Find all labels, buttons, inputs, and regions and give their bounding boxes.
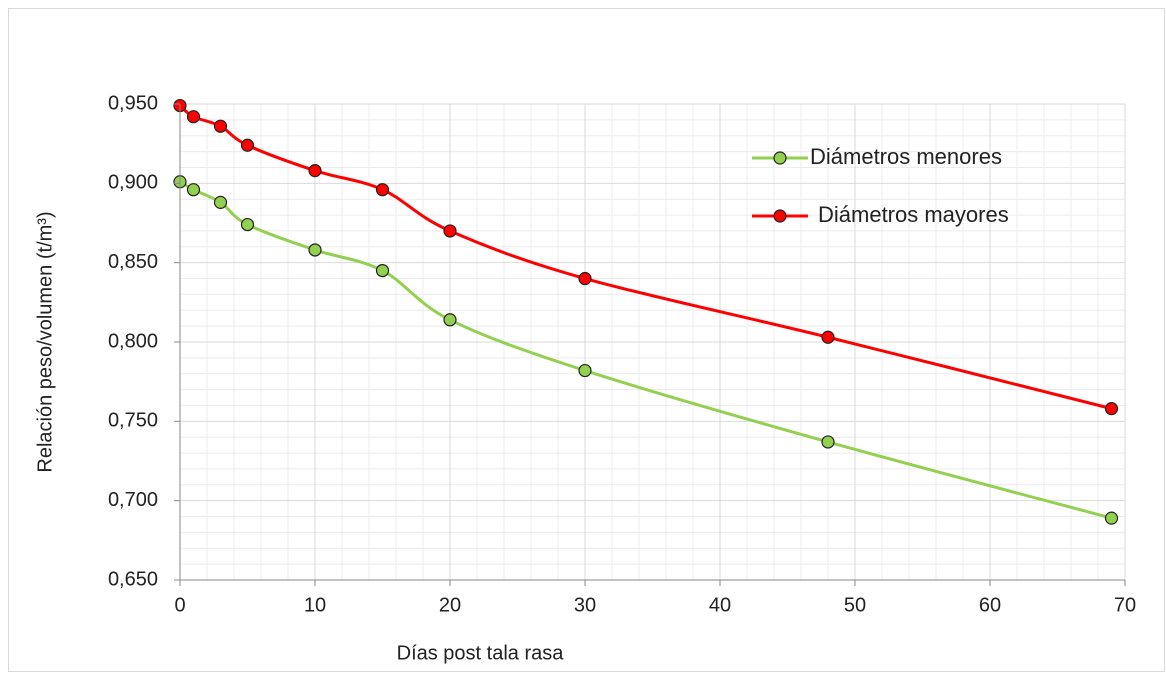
chart-border bbox=[8, 8, 1165, 672]
point bbox=[375, 264, 390, 278]
point bbox=[308, 164, 322, 178]
point bbox=[443, 224, 457, 238]
point bbox=[578, 271, 592, 286]
legend-marker bbox=[773, 151, 787, 165]
point bbox=[240, 138, 255, 152]
plot bbox=[173, 98, 1119, 525]
legend-marker bbox=[773, 209, 787, 223]
y-tick-label: 0,700 bbox=[108, 489, 158, 511]
point bbox=[578, 363, 592, 378]
x-axis-label: Días post tala rasa bbox=[397, 642, 565, 664]
y-tick-label: 0,900 bbox=[108, 172, 158, 194]
point bbox=[213, 195, 228, 209]
point bbox=[375, 183, 390, 197]
point bbox=[308, 243, 322, 257]
x-tick-label: 50 bbox=[844, 594, 866, 616]
y-tick-label: 0,950 bbox=[108, 92, 158, 114]
point bbox=[821, 435, 835, 449]
point bbox=[1104, 402, 1119, 416]
legend-label: Diámetros menores bbox=[810, 144, 1002, 169]
y-tick-label: 0,800 bbox=[108, 330, 158, 352]
series-line bbox=[179, 180, 1112, 520]
point bbox=[186, 110, 201, 124]
point bbox=[213, 119, 228, 133]
y-tick-label: 0,850 bbox=[108, 251, 158, 273]
x-tick-label: 0 bbox=[174, 594, 185, 616]
x-tick-label: 60 bbox=[979, 594, 1001, 616]
point bbox=[821, 330, 835, 344]
point bbox=[443, 313, 457, 327]
x-tick-label: 20 bbox=[439, 594, 461, 616]
point bbox=[1104, 511, 1119, 525]
y-axis-label: Relación peso/volumen (t/m³) bbox=[34, 211, 56, 472]
x-tick-label: 10 bbox=[304, 594, 326, 616]
grid bbox=[179, 103, 1126, 581]
legend-label: Diámetros mayores bbox=[818, 202, 1009, 227]
point bbox=[240, 217, 255, 232]
y-tick-label: 0,750 bbox=[108, 410, 158, 432]
y-tick-label: 0,650 bbox=[108, 568, 158, 590]
x-tick-label: 70 bbox=[1114, 594, 1136, 616]
x-tick-label: 30 bbox=[574, 594, 596, 616]
point bbox=[186, 183, 201, 197]
x-tick-label: 40 bbox=[709, 594, 731, 616]
